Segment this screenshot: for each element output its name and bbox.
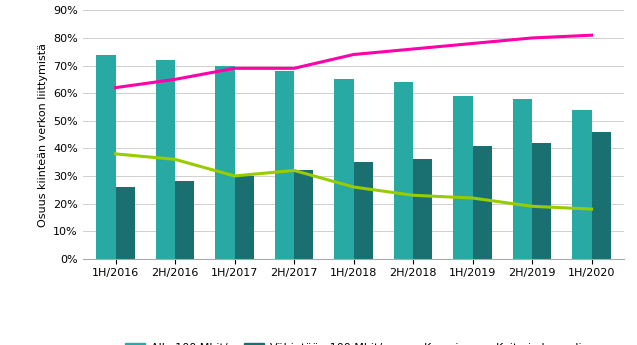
- Bar: [294, 170, 313, 259]
- Bar: [215, 66, 234, 259]
- Bar: [573, 110, 592, 259]
- Bar: [234, 176, 254, 259]
- Bar: [592, 132, 611, 259]
- Bar: [513, 99, 532, 259]
- Bar: [156, 60, 175, 259]
- Bar: [473, 146, 492, 259]
- Legend: Alle 100 Mbit/s, Vähintään 100 Mbit/s, Kupari, Kuitu ja kaapeli: Alle 100 Mbit/s, Vähintään 100 Mbit/s, K…: [120, 339, 587, 345]
- Bar: [413, 159, 432, 259]
- Bar: [334, 79, 354, 259]
- Bar: [175, 181, 194, 259]
- Bar: [454, 96, 473, 259]
- Bar: [532, 143, 551, 259]
- Bar: [354, 162, 373, 259]
- Y-axis label: Osuus kiinteän verkon liittymistä: Osuus kiinteän verkon liittymistä: [38, 42, 48, 227]
- Bar: [96, 55, 115, 259]
- Bar: [275, 71, 294, 259]
- Bar: [115, 187, 134, 259]
- Bar: [394, 82, 413, 259]
